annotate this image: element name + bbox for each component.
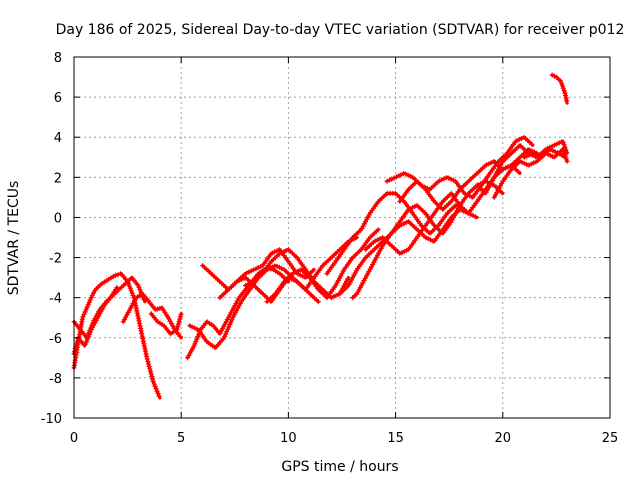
series-track-21 [549,72,570,105]
series-markers [474,139,570,196]
x-tick-label: 20 [495,431,512,446]
y-tick-label: -10 [41,412,62,427]
series-markers [521,146,567,160]
series-track-5 [148,311,184,337]
series-track-20 [521,146,567,160]
x-tick-label: 10 [280,431,297,446]
y-tick-label: 8 [54,51,62,66]
series-markers [185,265,291,361]
series-markers [120,291,183,340]
x-tick-label: 0 [70,431,78,446]
series-layer [71,72,570,400]
chart-title: Day 186 of 2025, Sidereal Day-to-day VTE… [56,22,625,38]
y-tick-label: -6 [49,332,62,347]
y-tick-label: -8 [49,372,62,387]
y-tick-label: 4 [54,131,62,146]
series-track-11 [264,227,381,305]
series-markers [350,178,505,301]
series-track-18 [474,139,570,196]
series-track-17 [397,147,540,212]
x-tick-label: 15 [387,431,404,446]
x-axis-label: GPS time / hours [281,459,398,475]
series-markers [148,311,184,337]
series-markers [264,227,381,305]
y-tick-label: 6 [54,91,62,106]
y-axis-label: SDTVAR / TECUs [6,181,22,296]
y-tick-label: -4 [49,292,62,307]
y-tick-label: 2 [54,171,62,186]
grid-lines [74,57,610,418]
series-markers [397,147,540,212]
y-tick-label: -2 [49,252,62,267]
x-tick-label: 5 [177,431,185,446]
y-tick-label: 0 [54,211,62,226]
series-track-4 [120,291,183,340]
series-track-3 [71,285,120,357]
plot-frame [73,56,611,419]
x-tick-label: 25 [602,431,619,446]
series-markers [549,72,570,104]
axis-ticks: 0 5 10 15 20 25 -10 -8 -6 -4 -2 0 2 4 6 8 [41,51,619,446]
